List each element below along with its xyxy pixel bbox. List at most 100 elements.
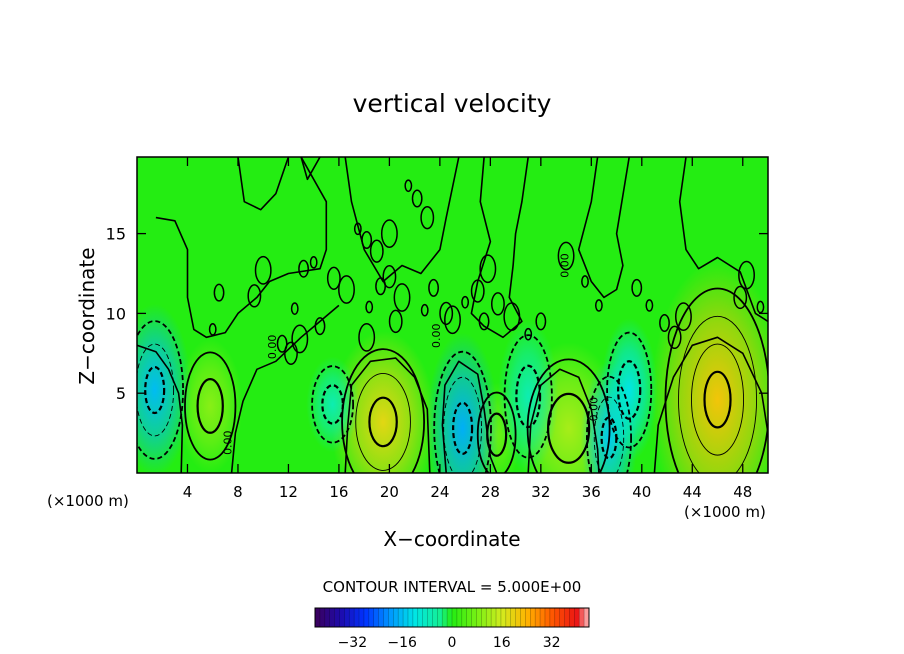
- colorbar-cell: [549, 608, 556, 627]
- colorbar-cell: [520, 608, 526, 627]
- colorbar-cell: [378, 608, 384, 627]
- contour-line: [503, 334, 553, 459]
- contour-loop: [470, 279, 485, 303]
- colorbar-cell: [574, 608, 580, 627]
- contour-loop: [404, 179, 413, 193]
- contour-loop: [535, 312, 547, 331]
- contour-line: [691, 343, 744, 456]
- colorbar-cell: [412, 608, 419, 627]
- x-unit-label-left: (×1000 m): [47, 492, 129, 510]
- contour-loop: [479, 254, 497, 284]
- contour-line: [433, 350, 492, 473]
- x-tick-label: 24: [430, 483, 449, 501]
- contour-loop: [439, 301, 454, 326]
- contour-loop: [461, 295, 470, 309]
- y-tick-label: 5: [116, 384, 126, 403]
- y-tick-label: 10: [106, 304, 126, 323]
- contour-line: [617, 360, 642, 420]
- contour-line: [137, 320, 184, 460]
- colorbar-tick-label: −32: [338, 635, 368, 651]
- colorbar-cell: [368, 608, 375, 627]
- x-axis-label: X−coordinate: [383, 527, 520, 551]
- colorbar-cell: [569, 608, 575, 627]
- colorbar-cell: [354, 608, 360, 627]
- x-tick-label: 36: [582, 483, 601, 501]
- contour-value-label: 0.00: [222, 430, 235, 455]
- contour-loop: [503, 302, 521, 331]
- zero-contour: [237, 157, 290, 211]
- colorbar-tick-label: −16: [387, 635, 417, 651]
- contour-lines: [137, 157, 768, 473]
- colorbar: −32 −16 0 16 32: [314, 607, 590, 651]
- colorbar-cell: [417, 608, 423, 627]
- zero-contour: [441, 360, 498, 473]
- contour-loop: [388, 309, 403, 334]
- contour-loop: [490, 292, 505, 316]
- colorbar-cell: [383, 608, 389, 627]
- contour-loop: [420, 205, 435, 230]
- colorbar-cell: [461, 608, 467, 627]
- x-tick-label: 16: [329, 483, 348, 501]
- colorbar-ticks: −32 −16 0 16 32: [338, 635, 561, 651]
- contour-loop: [284, 341, 298, 366]
- colorbar-cell: [403, 608, 409, 627]
- colorbar-cell: [344, 608, 350, 627]
- colorbar-cell: [373, 608, 379, 627]
- colorbar-cell: [554, 608, 560, 627]
- contour-line: [196, 378, 224, 434]
- colorbar-cell: [437, 608, 443, 627]
- colorbar-cell: [388, 608, 394, 627]
- colorbar-cell: [486, 608, 492, 627]
- contour-loop: [756, 300, 765, 314]
- zero-contour: [678, 157, 768, 323]
- contour-value-label: 0.00: [559, 253, 572, 278]
- contour-line: [476, 391, 517, 473]
- zero-contour: [577, 157, 630, 299]
- y-axis-label: Z−coordinate: [75, 247, 99, 384]
- contour-interval-label: CONTOUR INTERVAL = 5.000E+00: [323, 578, 582, 596]
- colorbar-cell: [510, 608, 516, 627]
- contour-loop: [659, 313, 670, 332]
- contour-loop: [420, 303, 429, 317]
- colorbar-cell: [564, 608, 570, 627]
- x-tick-label: 44: [683, 483, 702, 501]
- contour-loop: [365, 300, 374, 314]
- contour-line: [452, 401, 474, 455]
- y-axis-ticks: 5 10 15: [106, 225, 768, 403]
- contour-loop: [382, 264, 397, 289]
- colorbar-cell: [584, 608, 590, 627]
- x-tick-label: 40: [632, 483, 651, 501]
- colorbar-cell: [535, 608, 541, 627]
- colorbar-cell: [544, 608, 551, 627]
- colorbar-cell: [339, 608, 345, 627]
- chart-title: vertical velocity: [353, 89, 552, 118]
- contour-value-label: 0.00: [266, 335, 279, 360]
- contour-loop: [361, 230, 373, 250]
- colorbar-cell: [363, 608, 370, 627]
- colorbar-cell: [496, 608, 502, 627]
- contour-loop: [353, 222, 362, 236]
- colorbar-cell: [442, 608, 448, 627]
- zero-contour: [300, 157, 321, 181]
- colorbar-cell: [471, 608, 477, 627]
- contour-loop: [375, 277, 386, 296]
- downdraft-cell: [306, 356, 359, 453]
- colorbar-cell: [452, 608, 458, 627]
- colorbar-cell: [427, 608, 433, 627]
- contour-line: [443, 376, 482, 473]
- contour-loop: [358, 322, 376, 352]
- contour-loop: [733, 285, 748, 310]
- contour-line: [137, 343, 175, 437]
- contour-loop: [338, 275, 355, 304]
- contour-loop: [428, 278, 439, 297]
- zero-contour: [653, 336, 768, 473]
- contour-line: [321, 384, 344, 425]
- colorbar-cell: [432, 608, 438, 627]
- colorbar-cell: [334, 608, 340, 627]
- plot-area: 0.000.000.000.00 0.00 4 8 12 16 20 24 28 32 36 40 4…: [106, 156, 769, 501]
- downdraft-cell: [600, 318, 658, 462]
- contour-loop: [557, 241, 575, 271]
- contour-loop: [298, 259, 310, 278]
- colorbar-cell: [481, 608, 487, 627]
